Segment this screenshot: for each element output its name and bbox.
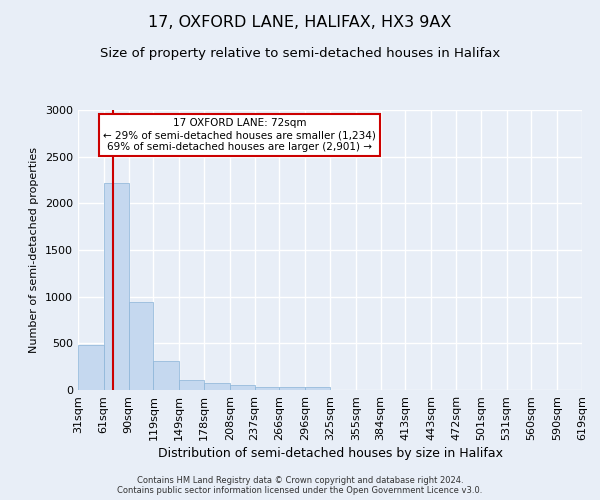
- Text: 17 OXFORD LANE: 72sqm
← 29% of semi-detached houses are smaller (1,234)
69% of s: 17 OXFORD LANE: 72sqm ← 29% of semi-deta…: [103, 118, 376, 152]
- Bar: [280, 387, 305, 390]
- Bar: [78, 345, 104, 390]
- Text: Contains HM Land Registry data © Crown copyright and database right 2024.
Contai: Contains HM Land Registry data © Crown c…: [118, 476, 482, 495]
- Bar: [179, 380, 204, 390]
- Y-axis label: Number of semi-detached properties: Number of semi-detached properties: [29, 147, 40, 353]
- Bar: [254, 386, 280, 390]
- Bar: [204, 382, 230, 390]
- Text: 17, OXFORD LANE, HALIFAX, HX3 9AX: 17, OXFORD LANE, HALIFAX, HX3 9AX: [148, 15, 452, 30]
- X-axis label: Distribution of semi-detached houses by size in Halifax: Distribution of semi-detached houses by …: [157, 447, 503, 460]
- Bar: [128, 302, 154, 390]
- Text: Size of property relative to semi-detached houses in Halifax: Size of property relative to semi-detach…: [100, 48, 500, 60]
- Bar: [230, 386, 254, 390]
- Bar: [104, 183, 128, 390]
- Bar: [154, 361, 179, 390]
- Bar: [305, 388, 330, 390]
